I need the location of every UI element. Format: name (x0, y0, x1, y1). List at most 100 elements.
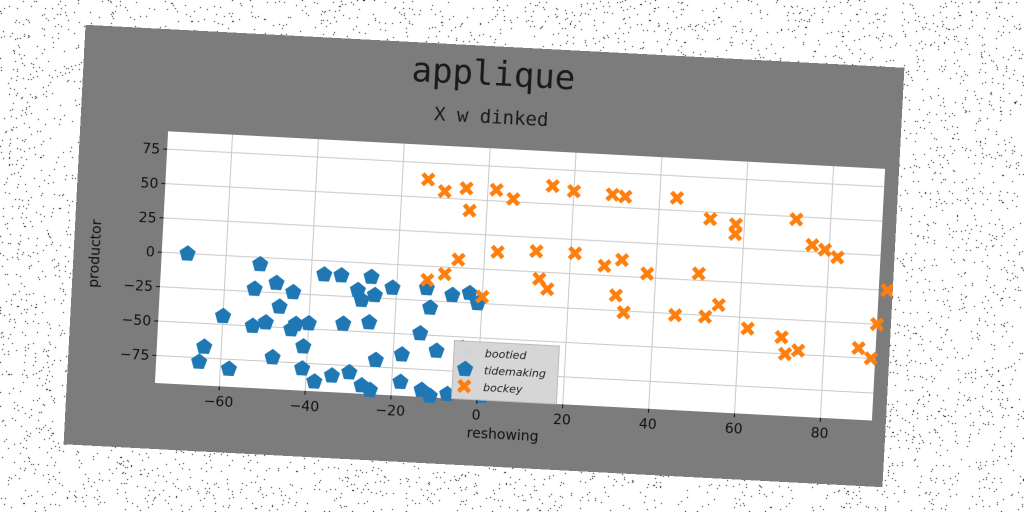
y-axis-label: productor (86, 219, 106, 288)
tidemaking-point (264, 348, 281, 365)
bockey-point (540, 281, 555, 297)
bockey-point (804, 237, 820, 253)
bockey-point (608, 288, 624, 303)
y-grid-line (167, 148, 885, 188)
y-tick-label: 0 (145, 244, 155, 260)
x-grid-line (734, 161, 749, 414)
chart-figure: applique X w dinked −60 −40 −20 0 20 40 60 80 75… (63, 24, 905, 488)
x-tick-label: 60 (724, 421, 743, 438)
tidemaking-point (268, 274, 285, 291)
legend-label-bockey: bockey (483, 381, 524, 396)
tidemaking-point (285, 283, 302, 300)
tidemaking-point (271, 298, 288, 314)
bockey-point (639, 266, 655, 281)
bockey-point (451, 252, 466, 267)
x-grid-line (819, 166, 835, 418)
bockey-point (880, 283, 895, 298)
y-tick-label: −25 (123, 278, 153, 296)
bockey-point (437, 266, 453, 282)
bockey-point (740, 321, 755, 336)
legend-label-tidemaking: tidemaking (484, 364, 547, 380)
bockey-point (774, 329, 789, 345)
tidemaking-point (353, 291, 370, 308)
bockey-point (851, 340, 866, 356)
x-grid-line (218, 134, 233, 387)
tidemaking-point (444, 286, 461, 303)
bockey-point (505, 191, 521, 207)
scatter-plot: −60 −40 −20 0 20 40 60 80 75 50 25 0 −25 −50 −75 resho… (86, 131, 895, 445)
x-tick-label: −60 (203, 394, 233, 412)
tidemaking-point (384, 279, 401, 296)
x-tick-label: 20 (553, 412, 572, 429)
y-grid-line (165, 183, 883, 222)
bockey-point (790, 343, 806, 358)
y-tick-label: 25 (138, 210, 157, 227)
x-grid-line (390, 143, 405, 396)
tidemaking-point (422, 299, 439, 315)
bockey-point (489, 182, 504, 198)
bockey-point (697, 309, 713, 324)
x-grid-line (648, 157, 663, 409)
x-tick-label: 40 (639, 416, 658, 433)
tidemaking-point (428, 342, 445, 358)
legend-marker-bockey (456, 378, 472, 394)
bockey-point (789, 212, 804, 227)
tidemaking-point (246, 280, 263, 296)
bockey-point (777, 346, 793, 362)
legend-box (450, 340, 560, 405)
bockey-point (475, 289, 490, 304)
bockey-point (817, 242, 833, 258)
plot-area (154, 131, 886, 421)
tidemaking-point (306, 373, 323, 389)
bockey-point (616, 305, 631, 320)
bockey-point (614, 252, 630, 268)
tidemaking-point (341, 363, 358, 380)
bockey-point (545, 178, 560, 194)
x-tick-label: −40 (289, 398, 319, 416)
tidemaking-point (335, 315, 352, 331)
bockey-point (691, 266, 707, 281)
tidemaking-point (367, 351, 384, 368)
grid-lines (156, 134, 885, 418)
bockey-point (667, 307, 683, 323)
axis-ticks: −60 −40 −20 0 20 40 60 80 75 50 25 0 −25 −50 −75 (119, 141, 829, 442)
tidemaking-point (294, 360, 311, 376)
x-tick-label: −20 (375, 403, 405, 421)
x-tick-label: 80 (810, 425, 829, 442)
tidemaking-point (392, 373, 409, 390)
data-points (179, 172, 895, 404)
bockey-point (437, 184, 453, 199)
tidemaking-point (361, 381, 379, 398)
tidemaking-point (323, 367, 341, 383)
tidemaking-point (333, 267, 350, 283)
bockey-point (605, 187, 620, 202)
tidemaking-point (412, 324, 429, 341)
tidemaking-point (461, 284, 478, 301)
x-tick-label: 0 (471, 408, 481, 424)
legend-marker-tidemaking (457, 360, 474, 377)
bockey-point (618, 189, 633, 204)
tidemaking-point (363, 268, 380, 285)
y-grid-line (163, 217, 881, 257)
y-tick-label: 75 (142, 141, 161, 158)
tidemaking-point (366, 286, 384, 303)
tidemaking-point (316, 266, 333, 282)
x-grid-line (562, 152, 577, 405)
legend-marker-bootied (461, 347, 471, 357)
tidemaking-point (421, 387, 438, 404)
tidemaking-point (179, 245, 196, 261)
bockey-point (459, 181, 474, 196)
tidemaking-point (215, 307, 232, 324)
series-bockey (419, 172, 895, 366)
y-grid-line (158, 320, 876, 360)
y-tick-label: −75 (119, 347, 149, 365)
bockey-point (702, 211, 718, 227)
tidemaking-point (191, 353, 208, 369)
y-tick-label: 50 (140, 175, 159, 192)
tidemaking-point (220, 360, 238, 377)
y-tick-label: −50 (121, 312, 151, 330)
tidemaking-point (244, 317, 261, 334)
bockey-point (462, 203, 477, 218)
bockey-point (419, 272, 435, 288)
